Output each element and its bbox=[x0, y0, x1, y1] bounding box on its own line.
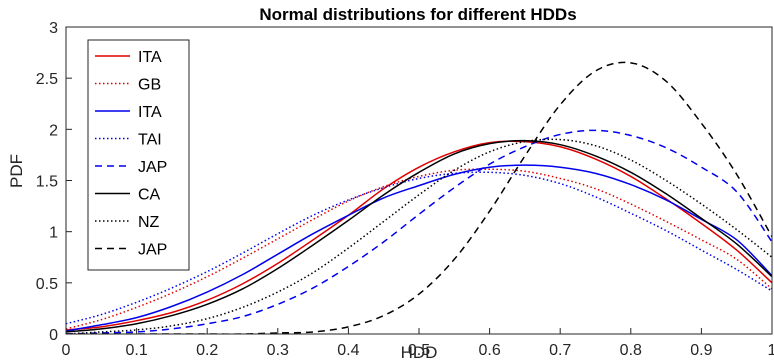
x-tick-label: 1 bbox=[768, 342, 774, 359]
x-tick-label: 0 bbox=[62, 342, 71, 359]
x-axis: 0 0.1 0.2 0.3 0.4 0.5 0.6 0.7 0.8 0.9 1 bbox=[62, 328, 774, 359]
legend-label: JAP bbox=[138, 242, 167, 259]
y-axis-label: PDF bbox=[7, 154, 26, 188]
series-line-1-ita bbox=[66, 140, 772, 331]
y-axis: 0 0.5 1 1.5 2 2.5 3 bbox=[36, 20, 72, 344]
y-tick-label: 1.5 bbox=[36, 174, 58, 191]
series-line-8-jap bbox=[66, 61, 772, 334]
chart-title: Normal distributions for different HDDs bbox=[259, 5, 576, 24]
legend-box bbox=[87, 39, 190, 271]
x-tick-label: 0.6 bbox=[478, 342, 500, 359]
y-tick-label: 0 bbox=[49, 327, 58, 344]
y-tick-label: 2.5 bbox=[36, 71, 58, 88]
legend-label: JAP bbox=[138, 159, 167, 176]
legend-label: TAI bbox=[138, 132, 162, 149]
legend-label: ITA bbox=[138, 104, 162, 121]
x-tick-label: 0.5 bbox=[408, 342, 430, 359]
x-axis-label: HDD bbox=[401, 343, 438, 362]
series-line-6-ca bbox=[66, 139, 772, 333]
x-tick-label: 0.8 bbox=[620, 342, 642, 359]
x-tick-label: 0.2 bbox=[196, 342, 218, 359]
x-tick-label: 0.1 bbox=[125, 342, 147, 359]
y-tick-label: 0.5 bbox=[36, 276, 58, 293]
x-tick-label: 0.7 bbox=[549, 342, 571, 359]
legend-label: NZ bbox=[138, 214, 160, 231]
series-line-3-ita bbox=[66, 164, 772, 332]
legend-label: GB bbox=[138, 77, 161, 94]
x-tick-label: 0.9 bbox=[690, 342, 712, 359]
x-tick-label: 0.3 bbox=[267, 342, 289, 359]
legend-label: CA bbox=[138, 187, 161, 204]
y-tick-label: 1 bbox=[49, 225, 58, 242]
y-tick-label: 3 bbox=[49, 20, 58, 37]
legend-label: ITA bbox=[138, 49, 162, 66]
series-group bbox=[66, 61, 772, 334]
series-line-7-nz bbox=[66, 138, 772, 334]
legend: ITA GB ITA TAI JAP CA NZ JAP bbox=[87, 39, 190, 271]
y-tick-label: 2 bbox=[49, 122, 58, 139]
x-tick-label: 0.4 bbox=[337, 342, 359, 359]
